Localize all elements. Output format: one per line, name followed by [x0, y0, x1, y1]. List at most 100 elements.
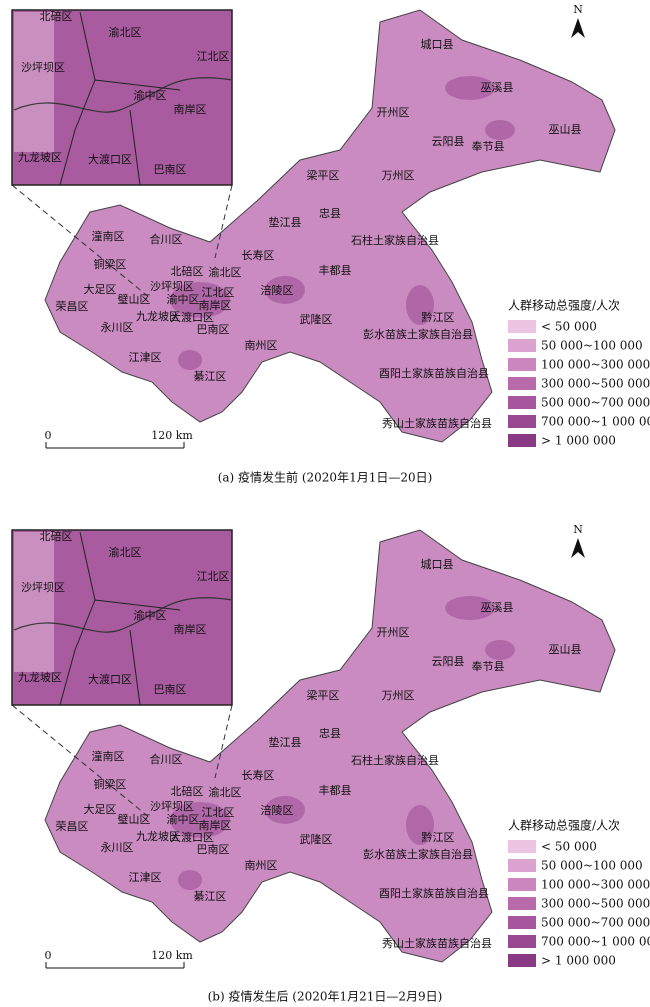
district-label: 武隆区 — [300, 832, 333, 846]
district-label: 云阳县 — [432, 135, 465, 148]
north-label: N — [573, 523, 583, 536]
district-label: 石柱土家族自治县 — [351, 753, 439, 767]
legend-swatch — [508, 339, 536, 352]
district-label: 梁平区 — [307, 168, 340, 182]
district-label: 彭水苗族土家族自治县 — [363, 847, 473, 861]
district-label: 荣昌区 — [56, 820, 89, 833]
district-label: 九龙坡区 — [136, 310, 180, 323]
district-label: 长寿区 — [242, 248, 275, 262]
district-label: 渝北区 — [209, 265, 242, 279]
inset-label: 北碚区 — [40, 9, 73, 23]
shade-patch — [178, 350, 202, 370]
district-label: 长寿区 — [242, 768, 275, 782]
district-label: 潼南区 — [92, 229, 125, 243]
district-label: 丰都县 — [319, 784, 352, 797]
district-label: 开州区 — [377, 626, 410, 639]
shade-patch — [485, 120, 515, 140]
shade-patch — [406, 805, 434, 845]
inset-light-area — [14, 532, 54, 672]
legend-label: > 1 000 000 — [541, 954, 616, 968]
district-label: 丰都县 — [319, 264, 352, 277]
district-label: 涪陵区 — [261, 803, 294, 817]
legend-label: 100 000~300 000 — [541, 358, 650, 372]
legend-label: 300 000~500 000 — [541, 377, 650, 391]
district-label: 南州区 — [245, 859, 278, 872]
district-label: 奉节县 — [472, 139, 505, 153]
district-label: 大足区 — [84, 282, 117, 296]
inset-label: 大渡口区 — [88, 672, 132, 686]
district-label: 大渡口区 — [170, 310, 214, 324]
district-label: 涪陵区 — [261, 283, 294, 297]
legend-label: 700 000~1 000 000 — [541, 415, 650, 429]
district-label: 秀山土家族苗族自治县 — [382, 936, 492, 950]
shade-patch — [170, 282, 230, 318]
district-label: 梁平区 — [307, 688, 340, 702]
legend-label: 50 000~100 000 — [541, 859, 643, 873]
inset-label: 巴南区 — [154, 163, 187, 176]
legend-title: 人群移动总强度/人次 — [508, 298, 620, 313]
inset-river — [13, 77, 233, 113]
scale-end: 120 km — [151, 429, 193, 442]
district-label: 巫溪县 — [481, 81, 514, 94]
inset-label: 九龙坡区 — [18, 151, 62, 164]
district-label: 巴南区 — [197, 843, 230, 856]
inset-label: 九龙坡区 — [18, 671, 62, 684]
district-label: 南州区 — [245, 339, 278, 352]
district-label: 璧山区 — [118, 812, 151, 826]
inset-label: 北碚区 — [40, 529, 73, 543]
inset-river — [13, 597, 233, 633]
district-label: 石柱土家族自治县 — [351, 233, 439, 247]
district-label: 黔江区 — [422, 830, 455, 844]
inset-label: 巴南区 — [154, 683, 187, 696]
legend-swatch — [508, 935, 536, 948]
district-label: 巫溪县 — [481, 601, 514, 614]
district-label: 渝北区 — [209, 785, 242, 799]
district-label: 江北区 — [202, 806, 235, 819]
district-label: 合川区 — [150, 752, 183, 766]
district-label: 渝中区 — [167, 292, 200, 306]
inset-label: 南岸区 — [174, 623, 207, 636]
district-label: 大足区 — [84, 802, 117, 816]
inset-label: 沙坪坝区 — [21, 580, 65, 594]
legend-swatch — [508, 897, 536, 910]
district-label: 万州区 — [382, 169, 415, 182]
legend-label: 100 000~300 000 — [541, 878, 650, 892]
district-label: 江北区 — [202, 286, 235, 299]
district-label: 沙坪坝区 — [150, 279, 194, 293]
shade-patch — [485, 640, 515, 660]
legend-label: 500 000~700 000 — [541, 916, 650, 930]
legend-swatch — [508, 434, 536, 447]
district-label: 黔江区 — [422, 310, 455, 324]
district-label: 潼南区 — [92, 749, 125, 763]
region-outline — [44, 9, 616, 443]
district-label: 城口县 — [421, 558, 454, 571]
inset-label: 渝中区 — [134, 608, 167, 622]
district-label: 巫山县 — [549, 123, 582, 136]
legend-label: < 50 000 — [541, 320, 597, 334]
district-label: 巴南区 — [197, 323, 230, 336]
caption: (a) 疫情发生前 (2020年1月1日—20日) — [218, 470, 433, 485]
district-label: 铜梁区 — [94, 777, 127, 791]
legend-swatch — [508, 840, 536, 853]
shade-patch — [265, 276, 305, 304]
scale-end: 120 km — [151, 949, 193, 962]
district-label: 彭水苗族土家族自治县 — [363, 327, 473, 341]
legend-title: 人群移动总强度/人次 — [508, 818, 620, 833]
district-label: 秀山土家族苗族自治县 — [382, 416, 492, 430]
inset-label: 渝中区 — [134, 88, 167, 102]
district-label: 合川区 — [150, 232, 183, 246]
shade-patch — [178, 870, 202, 890]
district-label: 綦江区 — [194, 890, 227, 903]
inset-label: 江北区 — [197, 50, 230, 63]
legend-swatch — [508, 916, 536, 929]
inset-light-area — [14, 12, 54, 152]
district-label: 北碚区 — [171, 784, 204, 798]
region-outline — [44, 529, 616, 963]
inset-boundary — [59, 11, 181, 186]
district-label: 渝中区 — [167, 812, 200, 826]
district-label: 南岸区 — [199, 299, 232, 312]
district-label: 开州区 — [377, 106, 410, 119]
